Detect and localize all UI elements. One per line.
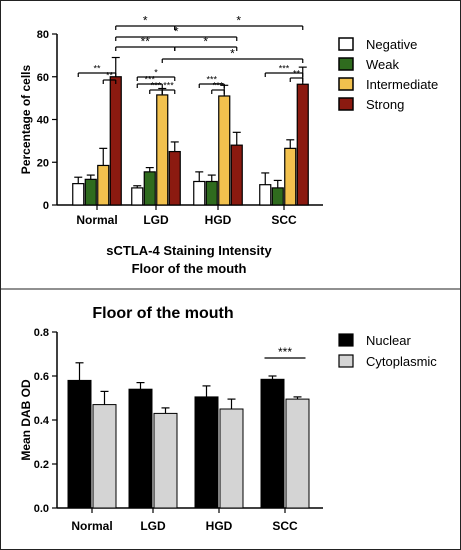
panel-a-significance-label: **	[106, 71, 114, 81]
panel-a-significance-label: *	[174, 25, 179, 39]
panel-a-bar	[97, 164, 110, 206]
panel-a-y-tick-label: 60	[37, 72, 49, 84]
panel-a-significance-label: ***	[213, 81, 224, 91]
panel-a-legend-swatch	[338, 97, 354, 111]
panel-b-bar	[194, 396, 219, 509]
panel-a-y-tick-label: 20	[37, 157, 49, 169]
panel-b-title: Floor of the mouth	[92, 305, 233, 322]
panel-a-bar	[259, 184, 272, 206]
panel-a-legend-label: Intermediate	[366, 77, 438, 92]
panel-a-legend-swatch	[338, 77, 354, 91]
panel-b-bar	[260, 378, 285, 509]
panel-a-y-tick-label: 40	[37, 115, 49, 127]
panel-b-legend-label: Cytoplasmic	[366, 354, 437, 369]
panel-a-significance-label: *	[230, 47, 235, 61]
panel-b-legend-swatch	[338, 333, 354, 347]
panel-a-bar	[84, 178, 97, 206]
panel-a-bar	[284, 147, 297, 206]
panel-a-significance-label: ***	[163, 81, 174, 91]
panel-a-title: sCTLA-4 Staining Intensity	[106, 243, 272, 258]
panel-a-bar	[109, 76, 122, 206]
panel-b-legend-label: Nuclear	[366, 333, 411, 348]
panel-a-y-tick-label: 0	[43, 200, 49, 212]
panel-a-significance-label: *	[154, 68, 158, 78]
panel-b-y-tick-label: 0.6	[34, 371, 49, 383]
panel-b-bar	[92, 404, 117, 509]
panel-a-significance-label: *	[203, 35, 208, 49]
panel-b-x-tick-label: SCC	[272, 519, 298, 533]
panel-b-y-axis-title: Mean DAB OD	[19, 379, 33, 461]
panel-b-bar	[153, 412, 178, 509]
panel-b-bar	[67, 379, 92, 509]
panel-b-x-tick-label: LGD	[140, 519, 166, 533]
panel-b-y-tick-label: 0.2	[34, 459, 49, 471]
panel-a-bar	[218, 95, 231, 206]
panel-a-bar	[143, 171, 156, 206]
panel-a-significance-label: ***	[206, 75, 217, 85]
panel-a-x-tick-label: Normal	[76, 213, 117, 227]
panel-a-bar	[193, 180, 206, 206]
panel-a-x-tick-label: SCC	[271, 213, 297, 227]
panel-a-legend-label: Negative	[366, 37, 417, 52]
panel-b-bar	[285, 398, 310, 509]
panel-a-x-tick-label: HGD	[205, 213, 232, 227]
panel-b-bar	[128, 388, 153, 509]
panel-a-significance-label: **	[141, 35, 151, 49]
panel-a-bar	[271, 187, 284, 206]
panel-a-y-axis-title: Percentage of cells	[19, 64, 33, 174]
panel-a-subtitle: Floor of the mouth	[132, 261, 247, 276]
panel-b-y-tick-label: 0.8	[34, 327, 49, 339]
panel-a-significance-label: **	[93, 64, 101, 74]
panel-a-bar	[205, 180, 218, 206]
panel-a-legend-swatch	[338, 37, 354, 51]
panel-a-significance-label: *	[143, 14, 148, 28]
panel-a-significance-label: ***	[144, 75, 155, 85]
panel-b-bar	[219, 408, 244, 509]
panel-a-legend-label: Strong	[366, 97, 404, 112]
panel-a-bar	[156, 94, 169, 206]
panel-b-legend-swatch	[338, 354, 354, 368]
panel-a-significance-label: ***	[279, 64, 290, 74]
panel-a-bar	[296, 83, 309, 206]
panel-a-chart: 0 20 40 60 80 Percentage of cells Normal LGD HGD…	[19, 14, 438, 277]
panel-a-legend-label: Weak	[366, 57, 399, 72]
panel-b-significance-label: ***	[278, 345, 292, 359]
panel-a-bar	[168, 150, 181, 206]
panel-a-bar	[230, 144, 243, 206]
panel-a-y-tick-label: 80	[37, 29, 49, 41]
panel-a-bar	[131, 187, 144, 206]
panel-a-legend-swatch	[338, 57, 354, 71]
panel-a-significance-label: *	[236, 14, 241, 28]
panel-b-chart: Floor of the mouth 0.0 0.2 0.4 0.6 0.8 Mean DA…	[19, 305, 437, 533]
panel-b-x-tick-label: HGD	[206, 519, 233, 533]
panel-b-y-tick-label: 0.4	[34, 415, 50, 427]
panel-a-significance-label: ***	[151, 81, 162, 91]
panel-a-x-tick-label: LGD	[143, 213, 169, 227]
panel-b-x-tick-label: Normal	[71, 519, 112, 533]
panel-a-bar	[72, 183, 85, 206]
panel-a-significance-label: **	[293, 69, 301, 79]
panel-b-y-tick-label: 0.0	[34, 503, 49, 515]
